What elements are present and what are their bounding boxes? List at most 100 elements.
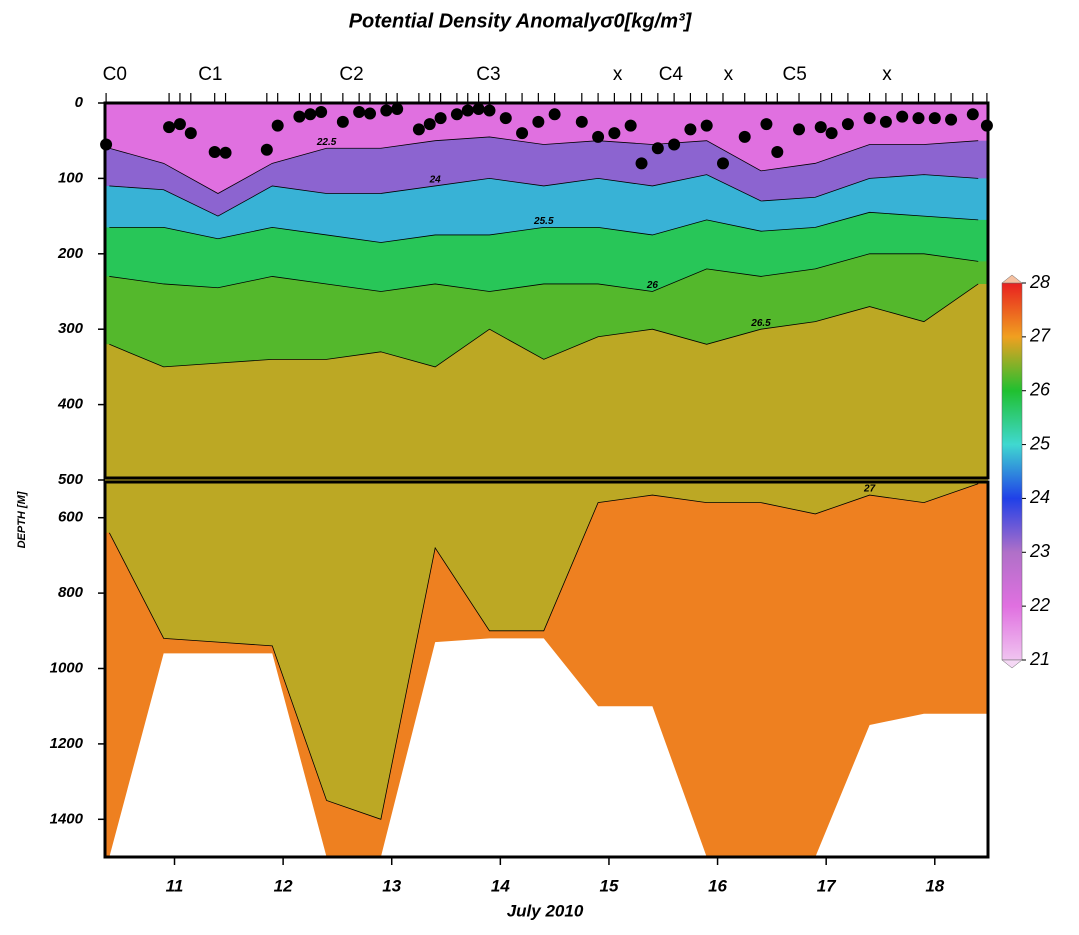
station-label: x — [613, 64, 623, 85]
mixed-layer-dot — [304, 108, 317, 121]
mixed-layer-dot — [635, 157, 648, 170]
mixed-layer-dot — [163, 121, 176, 134]
mixed-layer-dot — [896, 110, 909, 123]
lower-panel-frame — [103, 480, 990, 859]
mixed-layer-dot — [353, 106, 366, 119]
x-tick-label: 16 — [708, 876, 727, 895]
station-label: C3 — [476, 64, 500, 85]
station-label: x — [882, 64, 892, 85]
y-tick-label: 500 — [58, 471, 84, 488]
station-label: C0 — [103, 64, 127, 85]
colorbar-tick-label: 28 — [1029, 272, 1050, 292]
mixed-layer-dot — [863, 112, 876, 125]
mixed-layer-dot — [624, 119, 637, 132]
mixed-layer-dot — [841, 118, 854, 131]
mixed-layer-dot — [483, 104, 496, 117]
mixed-layer-dot — [532, 115, 545, 128]
mixed-layer-dot — [391, 103, 404, 116]
x-tick-label: 18 — [925, 876, 944, 895]
colorbar-tip-bottom — [1001, 659, 1023, 669]
station-label: C5 — [783, 64, 807, 85]
mixed-layer-dot — [668, 138, 681, 151]
y-tick-label: 0 — [75, 94, 84, 111]
mixed-layer-dot — [450, 108, 463, 121]
mixed-layer-dot — [912, 112, 925, 125]
mixed-layer-dot — [184, 127, 197, 140]
colorbar-tip-top — [1001, 274, 1023, 284]
mixed-layer-dot — [738, 130, 751, 143]
y-axis-label: DEPTH [M] — [16, 491, 28, 548]
contour-label: 27 — [863, 484, 876, 495]
station-label: C2 — [339, 64, 363, 85]
y-tick-label: 100 — [58, 169, 84, 186]
mixed-layer-dot — [548, 108, 561, 121]
contour-label: 24 — [429, 175, 442, 186]
contour-line — [109, 174, 979, 217]
contour-label: 26 — [646, 280, 659, 291]
contour-line — [109, 253, 979, 292]
mixed-layer-dot — [771, 146, 784, 159]
mixed-layer-dot — [592, 130, 605, 143]
mixed-layer-dot — [472, 103, 485, 116]
mixed-layer-dot — [684, 123, 697, 136]
mixed-layer-dot — [260, 143, 273, 156]
x-axis-label: July 2010 — [507, 901, 584, 920]
contour-label: 22.5 — [316, 137, 337, 148]
station-label: x — [724, 64, 734, 85]
station-label: C1 — [198, 64, 222, 85]
contour-label: 25.5 — [533, 216, 554, 227]
colorbar-tick-label: 26 — [1029, 379, 1051, 399]
x-tick-label: 13 — [382, 876, 401, 895]
mixed-layer-dot — [173, 118, 186, 131]
mixed-layer-dot — [814, 121, 827, 134]
mixed-layer-dot — [434, 112, 447, 125]
mixed-layer-dot — [516, 127, 529, 140]
contour-line — [109, 136, 979, 194]
mixed-layer-dot — [575, 115, 588, 128]
mixed-layer-dot — [879, 115, 892, 128]
colorbar-tick-label: 22 — [1029, 595, 1050, 615]
mixed-layer-dot — [760, 118, 773, 131]
density-field: 22.5 24 25.5 26 26.5 27 — [105, 103, 988, 857]
y-tick-label: 300 — [58, 320, 84, 337]
mixed-layer-dot — [336, 115, 349, 128]
contour-line — [108, 483, 979, 820]
y-tick-label: 600 — [58, 509, 84, 526]
x-tick-label: 14 — [491, 876, 510, 895]
contour-line — [109, 211, 979, 243]
mixed-layer-dot — [271, 119, 284, 132]
y-tick-label: 200 — [57, 245, 84, 262]
colorbar-tick-label: 21 — [1029, 649, 1050, 669]
mixed-layer-dot — [315, 106, 328, 119]
mixed-layer-dot — [608, 127, 621, 140]
no-data — [105, 638, 988, 857]
mixed-layer-dot — [945, 113, 958, 126]
colorbar-tick-label: 25 — [1029, 433, 1051, 453]
y-tick-label: 1400 — [50, 810, 84, 827]
mixed-layer-dot — [825, 127, 838, 140]
mixed-layer-dot — [966, 108, 979, 121]
mixed-layer-dot — [219, 146, 232, 159]
mixed-layer-dot — [364, 107, 377, 120]
x-tick-label: 12 — [274, 876, 293, 895]
contour-label: 26.5 — [750, 318, 771, 329]
contour-line — [109, 283, 979, 368]
mixed-layer-dot — [651, 142, 664, 155]
y-tick-label: 1200 — [50, 735, 84, 752]
upper-panel-frame — [103, 101, 990, 480]
mixed-layer-dot — [208, 146, 221, 159]
mixed-layer-dot — [412, 123, 425, 136]
mixed-layer-dot — [700, 119, 713, 132]
overlay: C0 C1 C2 C3 x C4 x C5 x 0 100 200 300 400 500 600 800 100… — [50, 64, 1051, 895]
mixed-layer-dot — [380, 104, 393, 117]
mixed-layer-dot — [928, 112, 941, 125]
colorbar-tick-label: 27 — [1029, 326, 1051, 346]
colorbar-tick-label: 23 — [1029, 541, 1050, 561]
y-tick-label: 1000 — [50, 659, 84, 676]
x-tick-label: 15 — [599, 876, 618, 895]
chart-title: Potential Density Anomalyσ0[kg/m³] — [349, 10, 693, 32]
x-tick-label: 17 — [817, 876, 837, 895]
colorbar — [1001, 282, 1023, 661]
mixed-layer-dot — [716, 157, 729, 170]
